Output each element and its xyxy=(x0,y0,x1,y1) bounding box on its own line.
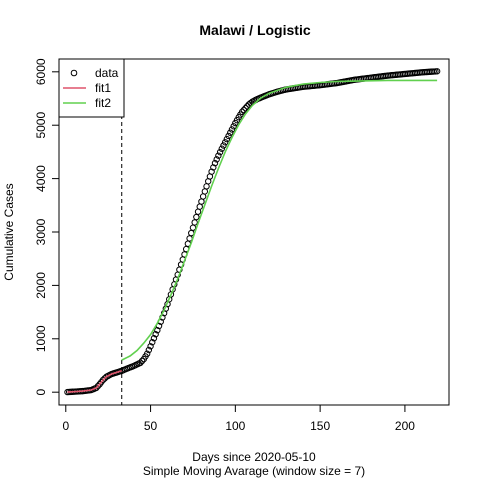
data-point xyxy=(433,68,441,75)
data-point xyxy=(211,159,219,167)
fit1-line xyxy=(67,370,122,393)
data-point xyxy=(94,382,102,390)
data-point xyxy=(193,213,200,221)
data-point xyxy=(242,104,249,112)
data-point xyxy=(137,359,144,367)
data-point xyxy=(143,350,151,357)
y-tick-label: 6000 xyxy=(34,58,48,85)
data-series xyxy=(64,68,441,396)
legend-label-fit2: fit2 xyxy=(95,96,111,110)
data-point xyxy=(191,219,198,226)
legend-symbol-data xyxy=(70,69,78,77)
x-tick-label: 0 xyxy=(62,419,69,433)
y-tick-label: 3000 xyxy=(34,218,48,245)
y-axis: 0 1000 2000 3000 4000 5000 6000 xyxy=(34,58,60,396)
x-tick-label: 150 xyxy=(310,419,330,433)
data-point xyxy=(152,331,159,338)
data-point xyxy=(215,152,222,159)
legend-label-data: data xyxy=(95,66,119,80)
data-point xyxy=(208,168,215,175)
data-point xyxy=(93,384,100,392)
data-point xyxy=(230,123,237,130)
fit-lines xyxy=(67,79,438,393)
data-point xyxy=(138,357,146,365)
data-point xyxy=(150,335,158,342)
data-point xyxy=(189,224,197,231)
data-point xyxy=(238,108,246,116)
data-point xyxy=(99,376,107,384)
y-tick-label: 0 xyxy=(34,389,48,396)
data-point xyxy=(223,135,231,143)
x-axis-subtitle: Simple Moving Avarage (window size = 7) xyxy=(143,464,365,478)
x-axis-title: Days since 2020-05-10 xyxy=(192,450,316,464)
legend-label-fit1: fit1 xyxy=(95,81,111,95)
x-axis: 0 50 100 150 200 xyxy=(62,404,415,433)
data-point xyxy=(145,346,153,354)
data-point xyxy=(154,327,161,334)
data-point xyxy=(228,126,236,133)
data-point xyxy=(221,139,229,146)
data-point xyxy=(210,164,217,171)
data-point xyxy=(220,142,227,149)
data-point xyxy=(188,229,195,237)
y-axis-title: Cumulative Cases xyxy=(2,183,16,280)
x-tick-label: 200 xyxy=(395,419,415,433)
chart-title: Malawi / Logistic xyxy=(199,22,310,38)
data-point xyxy=(227,129,234,136)
data-point xyxy=(240,106,248,114)
y-tick-label: 4000 xyxy=(34,165,48,192)
x-tick-label: 50 xyxy=(144,419,158,433)
data-point xyxy=(149,339,156,346)
y-tick-label: 2000 xyxy=(34,272,48,299)
data-point xyxy=(213,156,220,163)
y-tick-label: 1000 xyxy=(34,325,48,352)
y-tick-label: 5000 xyxy=(34,112,48,139)
data-point xyxy=(218,145,225,152)
data-point xyxy=(225,132,232,140)
x-tick-label: 100 xyxy=(225,419,245,433)
fit2-line xyxy=(121,79,438,361)
data-point xyxy=(216,148,224,156)
data-point xyxy=(147,343,154,350)
data-point xyxy=(244,103,251,110)
